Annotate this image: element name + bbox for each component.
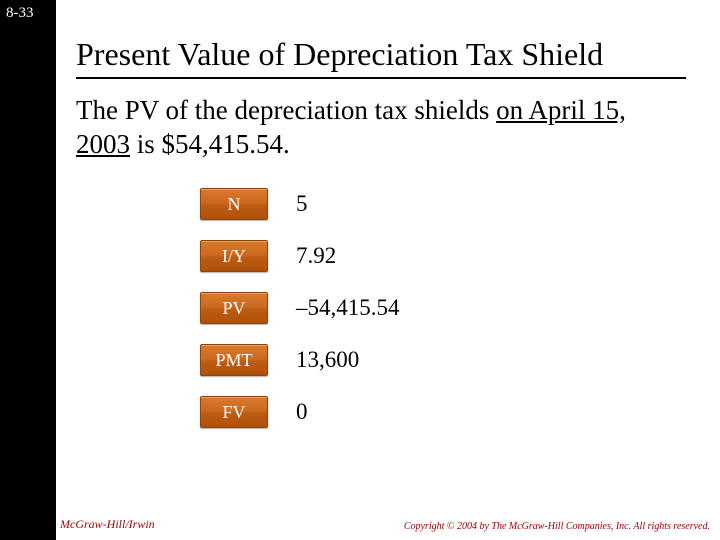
title-underline — [76, 77, 686, 79]
footer-publisher: McGraw-Hill/Irwin — [60, 517, 155, 532]
body-suffix: is $54,415.54. — [130, 129, 290, 159]
calc-key-fv: FV — [200, 396, 268, 428]
calc-row-iy: I/Y 7.92 — [200, 240, 400, 272]
calc-val-iy: 7.92 — [296, 243, 336, 269]
left-sidebar — [0, 0, 56, 540]
calc-key-pmt: PMT — [200, 344, 268, 376]
calc-val-pv: –54,415.54 — [296, 295, 400, 321]
calc-row-pv: PV –54,415.54 — [200, 292, 400, 324]
calc-val-fv: 0 — [296, 399, 308, 425]
calculator-inputs: N 5 I/Y 7.92 PV –54,415.54 PMT 13,600 FV… — [200, 188, 400, 448]
body-prefix: The PV of the depreciation tax shields — [76, 95, 496, 125]
calc-val-n: 5 — [296, 191, 308, 217]
calc-val-pmt: 13,600 — [296, 347, 359, 373]
page-number: 8-33 — [6, 5, 34, 22]
calc-row-n: N 5 — [200, 188, 400, 220]
body-text: The PV of the depreciation tax shields o… — [76, 94, 686, 162]
calc-row-fv: FV 0 — [200, 396, 400, 428]
calc-key-iy: I/Y — [200, 240, 268, 272]
calc-key-n: N — [200, 188, 268, 220]
slide-title: Present Value of Depreciation Tax Shield — [76, 36, 603, 73]
calc-key-pv: PV — [200, 292, 268, 324]
footer-copyright: Copyright © 2004 by The McGraw-Hill Comp… — [404, 521, 710, 532]
calc-row-pmt: PMT 13,600 — [200, 344, 400, 376]
